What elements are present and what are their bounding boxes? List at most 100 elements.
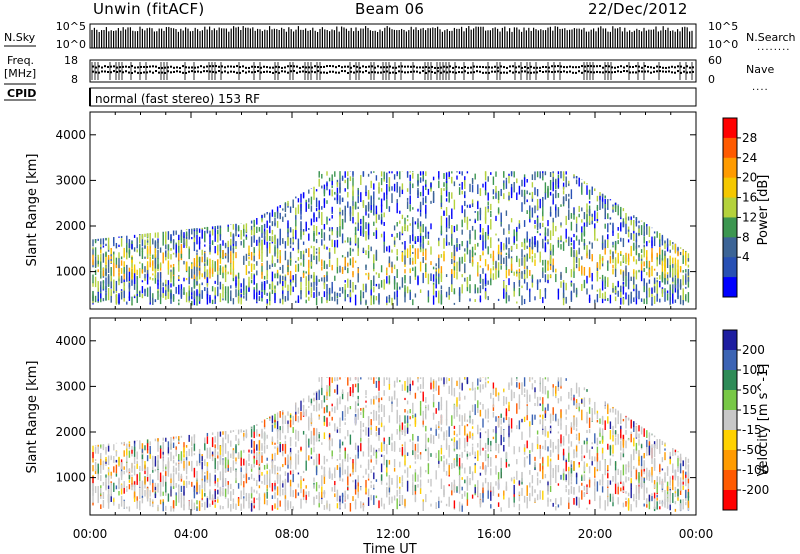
nave-mark xyxy=(317,70,319,73)
freq-mark xyxy=(587,65,589,68)
freq-mark xyxy=(287,65,289,68)
nave-mark xyxy=(671,71,673,74)
freq-mark xyxy=(383,66,385,69)
freq-mark xyxy=(434,66,436,69)
nave-mark xyxy=(593,71,595,74)
freq-mark xyxy=(479,65,481,68)
freq-mark xyxy=(374,66,376,69)
freq-mark xyxy=(155,65,157,68)
nave-mark xyxy=(305,70,307,73)
nsky-label: N.Sky xyxy=(4,31,36,44)
nave-mark xyxy=(605,70,607,73)
freq-mark xyxy=(365,66,367,69)
nave-mark xyxy=(509,70,511,73)
freq-mark xyxy=(635,65,637,68)
freq-mark xyxy=(653,66,655,69)
freq-mark xyxy=(101,66,103,69)
nave-mark xyxy=(596,70,598,73)
nave-mark xyxy=(530,71,532,74)
nave-mark xyxy=(494,70,496,73)
freq-mark xyxy=(443,65,445,68)
freq-mark xyxy=(179,66,181,69)
nave-mark xyxy=(116,70,118,73)
nave-mark xyxy=(575,71,577,74)
freq-mark xyxy=(257,66,259,69)
freq-mark xyxy=(446,66,448,69)
nave-label: Nave xyxy=(746,63,775,76)
freq-mark xyxy=(221,65,223,68)
freq-mark xyxy=(674,66,676,69)
freq-mark xyxy=(119,66,121,69)
freq-mark xyxy=(296,65,298,68)
nave-mark xyxy=(626,70,628,73)
freq-mark xyxy=(170,65,172,68)
freq-mark xyxy=(332,65,334,68)
beam-title: Beam 06 xyxy=(355,0,425,18)
freq-mark xyxy=(161,66,163,69)
nave-mark xyxy=(287,71,289,74)
freq-mark xyxy=(500,65,502,68)
nave-mark xyxy=(602,71,604,74)
freq-mark xyxy=(368,65,370,68)
nave-mark xyxy=(233,70,235,73)
nave-mark xyxy=(254,70,256,73)
nave-mark xyxy=(563,70,565,73)
freq-mark xyxy=(131,65,133,68)
freq-mark xyxy=(359,66,361,69)
nave-mark xyxy=(518,71,520,74)
freq-mark xyxy=(425,65,427,68)
nave-mark xyxy=(248,70,250,73)
freq-mark xyxy=(152,65,154,68)
freq-mark xyxy=(188,66,190,69)
freq-mark xyxy=(284,66,286,69)
nave-mark xyxy=(443,70,445,73)
freq-mark xyxy=(542,65,544,68)
nave-mark xyxy=(257,70,259,73)
nave-mark xyxy=(137,71,139,74)
freq-mark xyxy=(422,66,424,69)
nave-mark xyxy=(362,71,364,74)
nsearch-label: N.Search xyxy=(746,31,796,44)
freq-mark xyxy=(470,66,472,69)
freq-mark xyxy=(233,65,235,68)
nave-mark xyxy=(419,71,421,74)
nave-mark xyxy=(185,71,187,74)
nave-mark xyxy=(584,70,586,73)
station-title: Unwin (fitACF) xyxy=(93,0,205,18)
nave-mark xyxy=(263,70,265,73)
freq-mark xyxy=(644,65,646,68)
nave-mark xyxy=(476,70,478,73)
nave-mark xyxy=(98,71,100,74)
nave-mark xyxy=(125,70,127,73)
power-ylabel: Slant Range [km] xyxy=(25,154,40,267)
nave-mark xyxy=(293,70,295,73)
nave-mark xyxy=(665,70,667,73)
nave-mark xyxy=(431,70,433,73)
nave-mark xyxy=(320,71,322,74)
nave-mark xyxy=(623,70,625,73)
nave-mark xyxy=(686,71,688,74)
freq-mark xyxy=(650,66,652,69)
nave-mark xyxy=(302,70,304,73)
nave-mark xyxy=(452,71,454,74)
nave-mark xyxy=(359,70,361,73)
freq-mark xyxy=(140,65,142,68)
freq-mark xyxy=(629,65,631,68)
nave-mark xyxy=(311,70,313,73)
freq-mark xyxy=(473,65,475,68)
freq-mark xyxy=(476,65,478,68)
nave-mark xyxy=(647,70,649,73)
nave-mark xyxy=(632,71,634,74)
nave-mark xyxy=(242,70,244,73)
freq-mark xyxy=(92,65,94,68)
freq-marks xyxy=(91,62,694,80)
freq-mark xyxy=(428,66,430,69)
freq-mark xyxy=(137,66,139,69)
nave-mark xyxy=(467,71,469,74)
freq-mark xyxy=(299,66,301,69)
nave-mark xyxy=(188,70,190,73)
freq-mark xyxy=(503,66,505,69)
y-tick-label: 4000 xyxy=(55,128,86,142)
freq-left-tick-top: 18 xyxy=(64,54,78,67)
freq-mark xyxy=(194,66,196,69)
